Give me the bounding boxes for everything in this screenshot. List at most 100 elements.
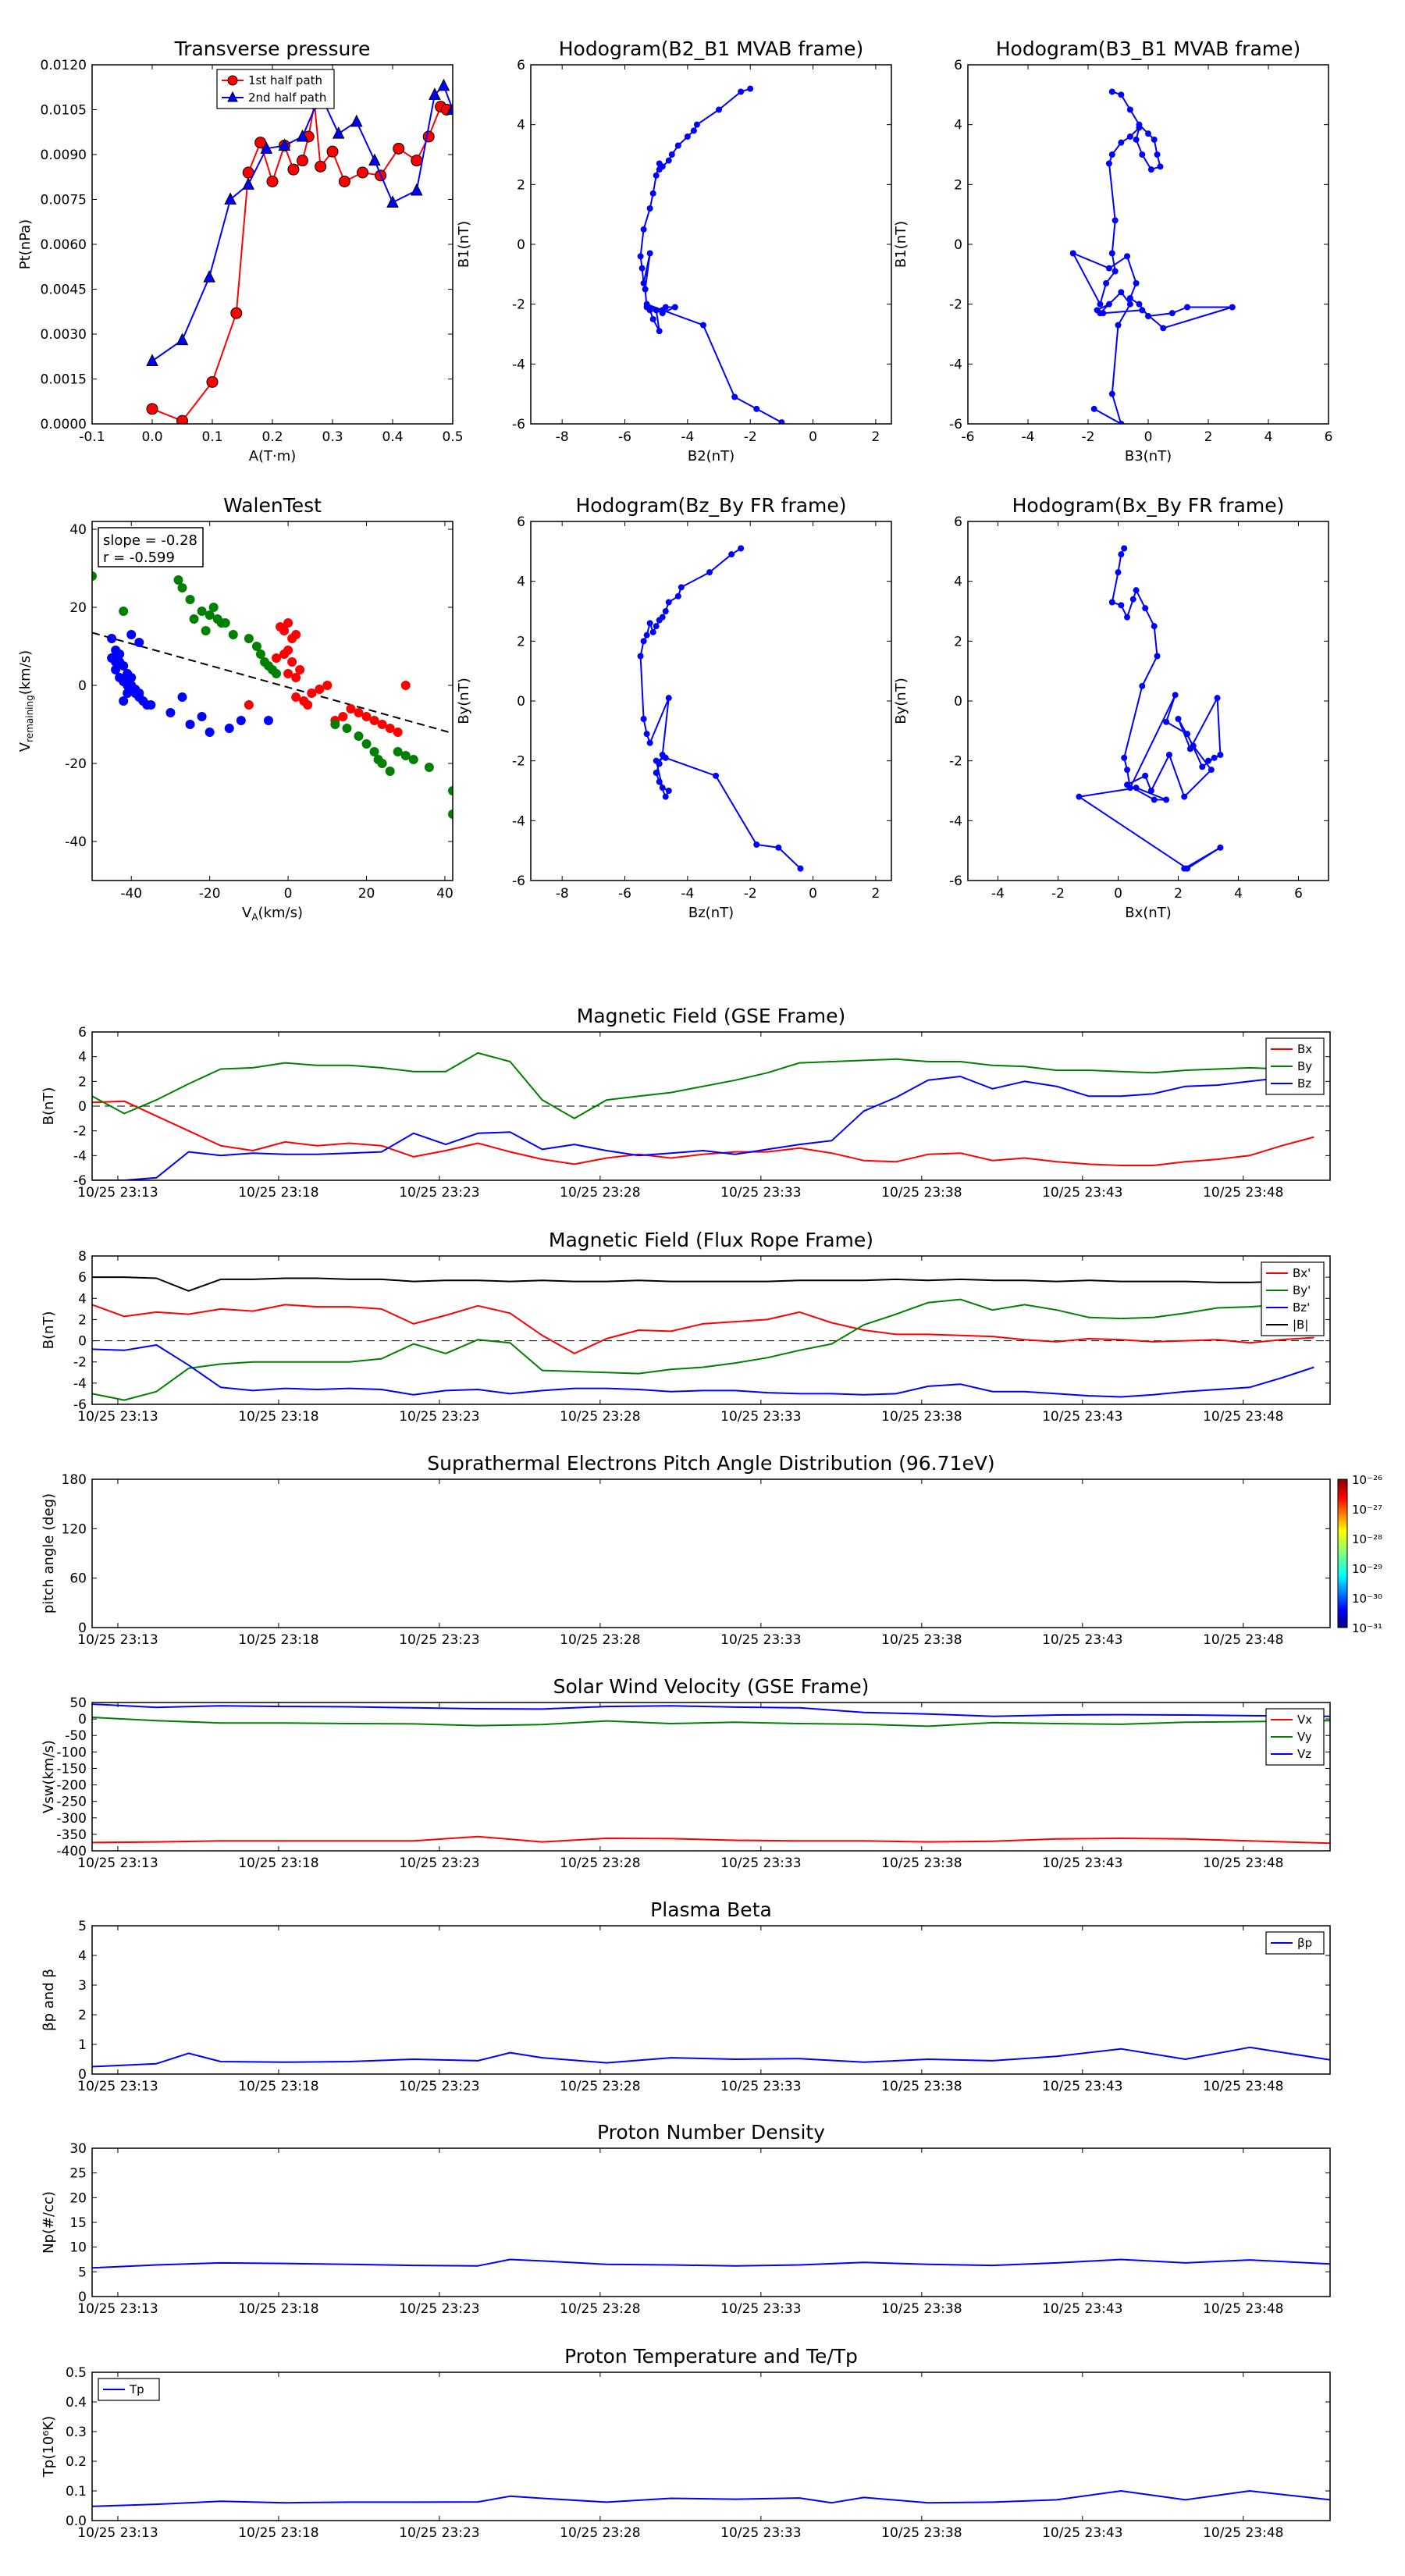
- series-line-2nd half path: [151, 84, 453, 362]
- x-tick-label: -2: [744, 886, 757, 902]
- x-tick-label: 10/25 23:38: [881, 1856, 962, 1871]
- y-tick-label: 0: [78, 2290, 87, 2305]
- data-point: [778, 419, 785, 424]
- x-tick-label: 2: [871, 886, 880, 902]
- chart-h4: Hodogram(Bx_By FR frame) -4 -2 0 2 4 6 -6 -4 -2 0 2…: [893, 494, 1329, 921]
- data-point: [643, 632, 650, 639]
- y-tick-label: 0.2: [66, 2454, 87, 2470]
- y-tick-label: -4: [949, 813, 962, 829]
- y-axis-label: Tp(10⁶K): [41, 2416, 57, 2478]
- chart-title: WalenTest: [223, 494, 322, 517]
- plot-area: [92, 1703, 1330, 1845]
- chart-title: Transverse pressure: [174, 37, 371, 60]
- y-tick-label: -6: [949, 417, 962, 432]
- data-point: [665, 695, 672, 702]
- data-point: [357, 166, 368, 179]
- x-tick-label: 10/25 23:23: [399, 1856, 479, 1871]
- data-point: [690, 127, 697, 134]
- x-tick-label: -4: [681, 429, 694, 445]
- data-point: [1133, 136, 1140, 143]
- y-tick-label: -100: [56, 1745, 87, 1760]
- data-point: [659, 307, 666, 314]
- x-tick-label: 10/25 23:33: [720, 1856, 801, 1871]
- legend: Bx By Bz: [1265, 1037, 1325, 1095]
- y-tick-label: 50: [69, 1695, 87, 1711]
- scatter-point: [177, 692, 187, 702]
- x-tick-label: -8: [556, 886, 569, 902]
- data-point: [368, 153, 381, 166]
- data-point: [653, 623, 660, 630]
- data-point: [1181, 865, 1188, 872]
- y-tick-label: -4: [512, 813, 525, 829]
- data-point: [1136, 124, 1143, 131]
- data-point: [176, 415, 188, 424]
- data-point: [429, 87, 441, 100]
- legend-label: 2nd half path: [248, 91, 326, 105]
- y-tick-label: 0.0030: [41, 327, 87, 343]
- x-tick-label: 10/25 23:18: [238, 2525, 318, 2541]
- data-point: [315, 160, 327, 173]
- scatter-point: [119, 661, 129, 671]
- y-tick-label: -2: [73, 1355, 87, 1371]
- plot-area: [637, 85, 785, 424]
- data-point: [656, 778, 663, 785]
- x-tick-label: -4: [991, 886, 1005, 902]
- data-point: [1118, 551, 1125, 558]
- chart-title: Hodogram(Bx_By FR frame): [1012, 494, 1285, 517]
- data-point: [706, 569, 713, 576]
- data-point: [674, 592, 681, 600]
- series-line-|B|: [92, 1276, 1314, 1292]
- x-tick-label: 10/25 23:48: [1203, 1856, 1283, 1871]
- y-tick-label: -4: [512, 357, 525, 372]
- y-tick-label: -2: [512, 754, 525, 770]
- data-point: [1124, 614, 1131, 621]
- y-tick-label: 6: [517, 58, 525, 73]
- legend-label: 1st half path: [248, 73, 322, 87]
- data-point: [1199, 763, 1206, 770]
- data-point: [646, 250, 653, 257]
- legend-label: Bz': [1293, 1300, 1310, 1315]
- x-tick-label: 2: [1174, 886, 1183, 902]
- scatter-point: [291, 630, 301, 639]
- y-tick-label: -6: [949, 873, 962, 889]
- scatter-point: [361, 739, 372, 749]
- x-tick-label: 10/25 23:43: [1042, 1632, 1122, 1648]
- series-line-βp: [92, 2046, 1330, 2068]
- x-tick-label: 10/25 23:33: [720, 2525, 801, 2541]
- scatter-point: [126, 673, 137, 682]
- x-tick-label: 10/25 23:38: [881, 2525, 962, 2541]
- scatter-point: [126, 630, 137, 639]
- x-tick-label: 10/25 23:23: [399, 1185, 479, 1201]
- x-tick-label: -6: [618, 429, 631, 445]
- data-point: [674, 142, 681, 149]
- data-point: [1136, 301, 1143, 308]
- legend-label: Vz: [1297, 1747, 1311, 1761]
- scatter-point: [197, 607, 207, 616]
- y-tick-label: 15: [69, 2215, 87, 2231]
- y-tick-label: -4: [73, 1148, 87, 1164]
- scatter-point: [393, 728, 403, 737]
- data-point: [1118, 602, 1125, 609]
- data-point: [646, 739, 653, 746]
- data-point: [640, 226, 647, 233]
- y-tick-label: -200: [56, 1778, 87, 1794]
- legend: Bx' By' Bz' |B|: [1261, 1261, 1325, 1336]
- x-tick-label: 10/25 23:33: [720, 2301, 801, 2317]
- data-point: [203, 270, 215, 283]
- data-point: [1184, 731, 1191, 738]
- data-point: [642, 286, 649, 293]
- chart-pad: Suprathermal Electrons Pitch Angle Distr…: [41, 1452, 1382, 1648]
- data-point: [1108, 390, 1115, 397]
- series-line-Bz': [92, 1344, 1314, 1398]
- data-point: [1172, 692, 1179, 699]
- y-tick-label: 30: [69, 2141, 87, 2157]
- data-point: [1175, 716, 1182, 722]
- data-point: [662, 754, 669, 761]
- data-point: [1121, 545, 1128, 552]
- scatter-point: [244, 700, 254, 710]
- legend-label: Bx: [1297, 1042, 1312, 1056]
- scatter-point: [315, 685, 325, 694]
- x-tick-label: 10/25 23:48: [1203, 2301, 1283, 2317]
- scatter-point: [220, 618, 230, 628]
